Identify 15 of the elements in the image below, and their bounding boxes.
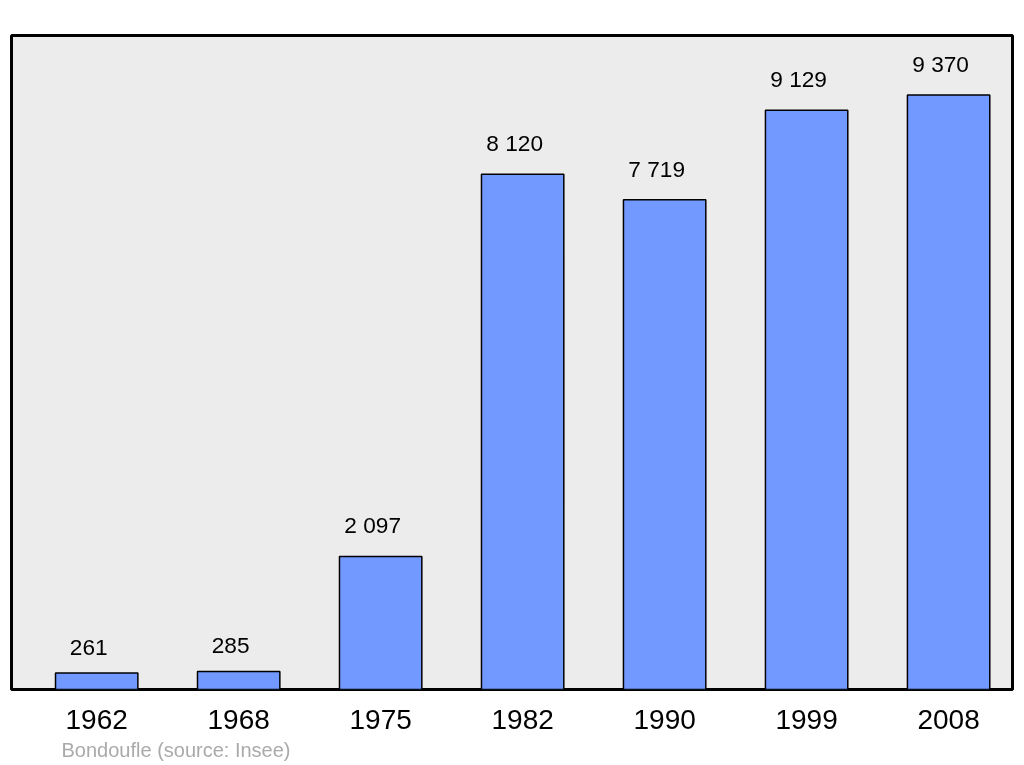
x-tick-label: 1999 (775, 703, 838, 735)
data-label: 9 370 (912, 50, 969, 77)
data-label: 8 120 (486, 130, 543, 157)
data-label: 9 129 (770, 66, 827, 93)
data-label: 7 719 (628, 155, 685, 182)
data-label: 261 (69, 633, 108, 660)
data-label: 285 (211, 632, 250, 659)
x-tick-label: 1982 (491, 703, 554, 735)
text: Bondoufle (source: Insee) (61, 738, 291, 761)
x-tick-label: 1962 (65, 703, 128, 735)
data-label: 2 097 (344, 512, 402, 539)
x-tick-label: 1990 (633, 703, 696, 735)
x-tick-label: 2008 (917, 703, 980, 735)
x-tick-label: 1975 (349, 703, 412, 735)
x-tick-label: 1968 (207, 703, 270, 735)
